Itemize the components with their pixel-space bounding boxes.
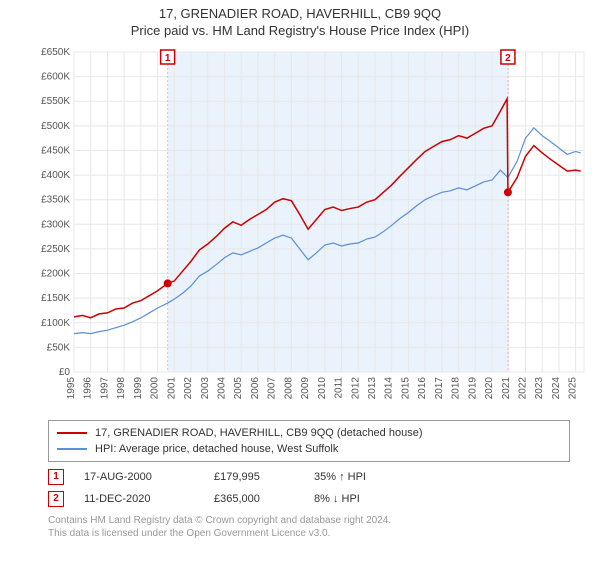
svg-text:2003: 2003 <box>200 377 211 400</box>
svg-text:2020: 2020 <box>484 377 495 400</box>
svg-text:2012: 2012 <box>350 377 361 400</box>
svg-text:2011: 2011 <box>334 377 345 399</box>
svg-text:2017: 2017 <box>434 377 445 400</box>
svg-text:2019: 2019 <box>467 377 478 400</box>
svg-text:£250K: £250K <box>41 244 70 255</box>
svg-text:£650K: £650K <box>41 47 70 58</box>
svg-text:£600K: £600K <box>41 72 70 83</box>
transaction-marker-icon: 1 <box>48 469 64 485</box>
svg-text:£450K: £450K <box>41 145 70 156</box>
svg-text:2001: 2001 <box>166 377 177 400</box>
chart-container: 17, GRENADIER ROAD, HAVERHILL, CB9 9QQ P… <box>0 6 600 566</box>
svg-text:2008: 2008 <box>283 377 294 400</box>
transactions-table: 1 17-AUG-2000 £179,995 35% ↑ HPI 2 11-DE… <box>48 466 570 510</box>
svg-text:2010: 2010 <box>317 377 328 400</box>
svg-text:2021: 2021 <box>501 377 512 400</box>
svg-text:2015: 2015 <box>400 377 411 400</box>
svg-text:2004: 2004 <box>216 377 227 400</box>
svg-text:2: 2 <box>505 53 511 64</box>
svg-text:2000: 2000 <box>150 377 161 400</box>
svg-text:2009: 2009 <box>300 377 311 400</box>
chart-title: 17, GRENADIER ROAD, HAVERHILL, CB9 9QQ <box>0 6 600 21</box>
chart-subtitle: Price paid vs. HM Land Registry's House … <box>0 23 600 38</box>
legend-swatch <box>57 448 87 450</box>
credits-line: Contains HM Land Registry data © Crown c… <box>48 514 570 527</box>
svg-text:2007: 2007 <box>267 377 278 400</box>
legend-item: 17, GRENADIER ROAD, HAVERHILL, CB9 9QQ (… <box>57 425 561 441</box>
legend: 17, GRENADIER ROAD, HAVERHILL, CB9 9QQ (… <box>48 420 570 462</box>
svg-text:£400K: £400K <box>41 170 70 181</box>
transaction-price: £179,995 <box>214 471 314 483</box>
transaction-hpi: 8% ↓ HPI <box>314 493 414 505</box>
svg-text:1998: 1998 <box>116 377 127 400</box>
svg-text:£350K: £350K <box>41 195 70 206</box>
chart-plot: £0 £50K £100K £150K £200K £250K £300K £350K £400… <box>34 42 594 412</box>
transaction-hpi: 35% ↑ HPI <box>314 471 414 483</box>
svg-text:1997: 1997 <box>99 377 110 400</box>
table-row: 2 11-DEC-2020 £365,000 8% ↓ HPI <box>48 488 570 510</box>
svg-text:2006: 2006 <box>250 377 261 400</box>
svg-text:£50K: £50K <box>47 342 71 353</box>
chart-svg: £0 £50K £100K £150K £200K £250K £300K £350K £400… <box>34 42 594 412</box>
transaction-date: 11-DEC-2020 <box>84 493 214 505</box>
svg-text:1: 1 <box>165 53 171 64</box>
svg-text:£100K: £100K <box>41 318 70 329</box>
legend-label: 17, GRENADIER ROAD, HAVERHILL, CB9 9QQ (… <box>95 427 422 439</box>
svg-text:2016: 2016 <box>417 377 428 400</box>
credits-line: This data is licensed under the Open Gov… <box>48 527 570 540</box>
svg-text:1999: 1999 <box>133 377 144 400</box>
svg-text:£500K: £500K <box>41 121 70 132</box>
svg-text:2022: 2022 <box>517 377 528 400</box>
svg-text:2013: 2013 <box>367 377 378 400</box>
svg-text:2023: 2023 <box>534 377 545 400</box>
svg-text:2002: 2002 <box>183 377 194 400</box>
transaction-marker-icon: 2 <box>48 491 64 507</box>
svg-text:2025: 2025 <box>568 377 579 400</box>
transaction-date: 17-AUG-2000 <box>84 471 214 483</box>
legend-item: HPI: Average price, detached house, West… <box>57 441 561 457</box>
credits: Contains HM Land Registry data © Crown c… <box>48 514 570 540</box>
svg-text:2005: 2005 <box>233 377 244 400</box>
svg-text:£0: £0 <box>59 367 71 378</box>
table-row: 1 17-AUG-2000 £179,995 35% ↑ HPI <box>48 466 570 488</box>
svg-text:1995: 1995 <box>66 377 77 400</box>
svg-text:2014: 2014 <box>384 377 395 400</box>
svg-text:£200K: £200K <box>41 269 70 280</box>
svg-text:£150K: £150K <box>41 293 70 304</box>
legend-swatch <box>57 432 87 434</box>
svg-text:£300K: £300K <box>41 219 70 230</box>
svg-text:2024: 2024 <box>551 377 562 400</box>
svg-text:2018: 2018 <box>451 377 462 400</box>
legend-label: HPI: Average price, detached house, West… <box>95 443 338 455</box>
transaction-price: £365,000 <box>214 493 314 505</box>
svg-text:£550K: £550K <box>41 96 70 107</box>
svg-text:1996: 1996 <box>83 377 94 400</box>
